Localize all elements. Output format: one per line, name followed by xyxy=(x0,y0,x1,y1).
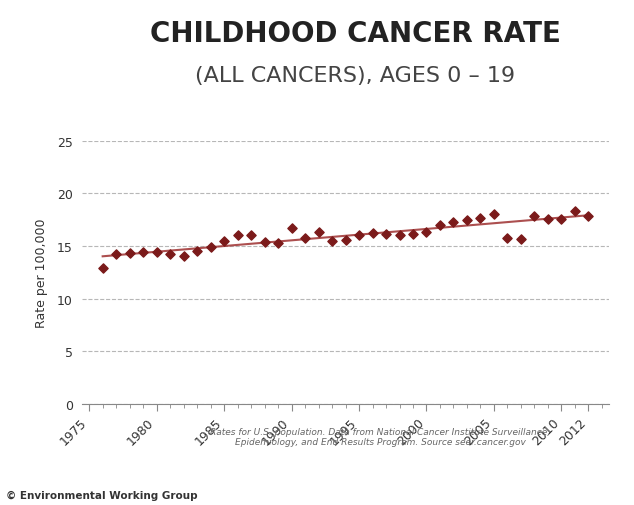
Y-axis label: Rate per 100,000: Rate per 100,000 xyxy=(36,218,48,327)
Point xyxy=(192,247,202,256)
Point xyxy=(529,213,540,221)
Text: © Environmental Working Group: © Environmental Working Group xyxy=(6,490,198,500)
Point xyxy=(233,232,243,240)
Point xyxy=(435,221,445,229)
Point xyxy=(124,250,134,258)
Point xyxy=(273,239,283,247)
Point xyxy=(394,232,404,240)
Point xyxy=(368,230,378,238)
Point xyxy=(462,216,472,224)
Point xyxy=(557,215,567,223)
Point xyxy=(476,214,486,222)
Text: CHILDHOOD CANCER RATE: CHILDHOOD CANCER RATE xyxy=(150,20,560,48)
Point xyxy=(381,231,391,239)
Point xyxy=(287,225,297,233)
Point xyxy=(98,265,108,273)
Point xyxy=(502,234,512,242)
Point xyxy=(111,251,121,259)
Point xyxy=(152,248,162,257)
Point xyxy=(313,229,323,237)
Point xyxy=(583,213,593,221)
Point xyxy=(408,231,418,239)
Point xyxy=(327,237,337,245)
Text: (ALL CANCERS), AGES 0 – 19: (ALL CANCERS), AGES 0 – 19 xyxy=(195,66,515,86)
Point xyxy=(354,232,364,240)
Point xyxy=(448,218,458,226)
Point xyxy=(543,215,553,223)
Text: Rates for U.S. population. Data from National Cancer Institute Surveillance,
Epi: Rates for U.S. population. Data from Nat… xyxy=(210,427,550,446)
Point xyxy=(300,234,310,242)
Point xyxy=(570,208,580,216)
Point xyxy=(489,211,499,219)
Point xyxy=(516,235,526,243)
Point xyxy=(165,251,175,259)
Point xyxy=(138,248,148,257)
Point xyxy=(340,236,351,244)
Point xyxy=(246,232,256,240)
Point xyxy=(422,229,432,237)
Point xyxy=(179,253,189,261)
Point xyxy=(205,243,216,251)
Point xyxy=(219,237,229,245)
Point xyxy=(259,238,269,246)
